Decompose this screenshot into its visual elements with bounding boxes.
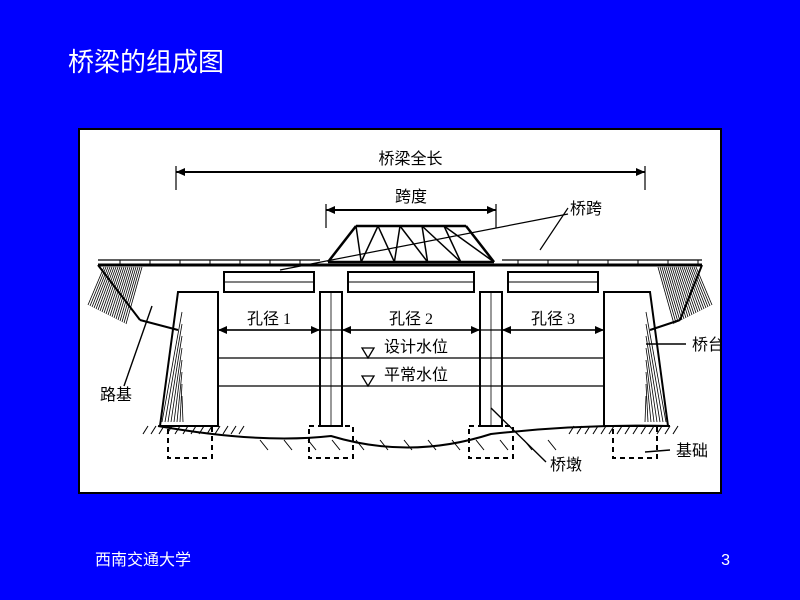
svg-text:桥墩: 桥墩 [550, 456, 582, 474]
svg-text:孔径 1: 孔径 1 [247, 310, 291, 328]
svg-text:跨度: 跨度 [395, 188, 427, 206]
svg-text:桥台: 桥台 [692, 336, 720, 354]
slide-title: 桥梁的组成图 [68, 42, 224, 79]
svg-text:平常水位: 平常水位 [384, 366, 448, 384]
bridge-diagram: 桥梁全长跨度桥跨孔径 1 孔径 2 孔径 3 设计水位平常水位路基 桥台基础桥墩 [78, 128, 722, 494]
svg-text:桥跨: 桥跨 [570, 200, 602, 218]
footer-university: 西南交通大学 [95, 546, 191, 570]
bridge-svg: 桥梁全长跨度桥跨孔径 1 孔径 2 孔径 3 设计水位平常水位路基 桥台基础桥墩 [80, 130, 720, 492]
svg-text:路基: 路基 [100, 386, 132, 404]
svg-text:设计水位: 设计水位 [384, 338, 448, 356]
slide: 桥梁的组成图 桥梁全长跨度桥跨孔径 1 孔径 2 孔径 3 设计水位平常水位路基 桥台基… [0, 0, 800, 600]
svg-text:孔径 3: 孔径 3 [531, 310, 575, 328]
svg-text:基础: 基础 [676, 442, 708, 460]
svg-text:孔径 2: 孔径 2 [389, 310, 433, 328]
svg-text:桥梁全长: 桥梁全长 [378, 150, 442, 168]
page-number: 3 [721, 552, 730, 570]
